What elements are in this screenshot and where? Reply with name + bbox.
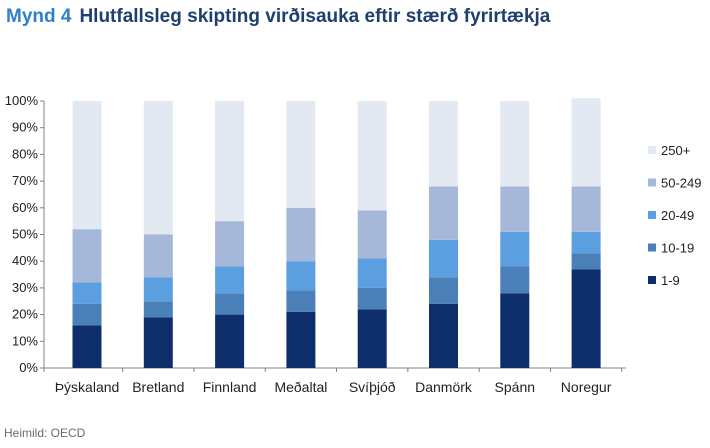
bar-segment-1-9 bbox=[286, 311, 316, 368]
bar-segment-20-49 bbox=[215, 266, 245, 294]
bar-segment-10-19 bbox=[72, 303, 102, 326]
bar-segment-50-249 bbox=[72, 229, 102, 283]
y-tick-label: 30% bbox=[12, 280, 38, 295]
figure-number: Mynd 4 bbox=[6, 6, 72, 27]
y-tick-label: 70% bbox=[12, 173, 38, 188]
legend-label-250+: 250+ bbox=[661, 143, 690, 158]
y-tick-label: 80% bbox=[12, 146, 38, 161]
bar-segment-50-249 bbox=[215, 221, 245, 267]
bar-segment-10-19 bbox=[429, 277, 458, 304]
bar-segment-20-49 bbox=[571, 231, 601, 254]
chart-title: Mynd 4 Hlutfallsleg skipting virðisauka e… bbox=[6, 6, 550, 28]
y-tick-label: 40% bbox=[12, 253, 38, 268]
legend-swatch-50-249 bbox=[648, 178, 656, 187]
x-category-label: Bretland bbox=[132, 379, 184, 395]
bar-segment-20-49 bbox=[429, 239, 458, 278]
source-note: Heimild: OECD bbox=[4, 426, 86, 440]
legend: 250+ 50-249 20-49 10-19 1-9 bbox=[648, 143, 701, 288]
legend-swatch-10-19 bbox=[648, 243, 656, 252]
legend-label-20-49: 20-49 bbox=[661, 208, 694, 223]
bar-segment-1-9 bbox=[143, 317, 173, 368]
bar-segment-10-19 bbox=[500, 266, 530, 294]
bar-segment-1-9 bbox=[429, 303, 458, 368]
bar-segment-250+ bbox=[500, 101, 530, 187]
bar-segment-50-249 bbox=[286, 207, 316, 262]
legend-label-1-9: 1-9 bbox=[661, 273, 680, 288]
bar-segment-1-9 bbox=[571, 269, 601, 368]
title-text: Hlutfallsleg skipting virðisauka eftir s… bbox=[79, 6, 551, 27]
y-tick-label: 60% bbox=[12, 200, 38, 215]
bar-segment-50-249 bbox=[500, 186, 530, 232]
bar-segment-10-19 bbox=[357, 287, 387, 310]
bar-segment-1-9 bbox=[215, 314, 245, 368]
bar-segment-50-249 bbox=[357, 210, 387, 259]
bar-segment-250+ bbox=[143, 101, 173, 235]
legend-swatch-1-9 bbox=[648, 276, 656, 284]
legend-swatch-250+ bbox=[648, 146, 656, 154]
bar-segment-50-249 bbox=[143, 234, 173, 278]
x-category-label: Noregur bbox=[561, 379, 612, 395]
bar-segment-250+ bbox=[286, 101, 316, 208]
bar-segment-20-49 bbox=[357, 258, 387, 288]
x-category-label: Finnland bbox=[203, 379, 257, 395]
y-tick-label: 20% bbox=[12, 307, 38, 322]
bar-segment-250+ bbox=[429, 101, 458, 187]
plot-area: 0% 10% 20% 30% 40% 50% 60% 70% 80% 90% 100% Þýskala… bbox=[5, 93, 626, 395]
legend-label-50-249: 50-249 bbox=[661, 176, 701, 191]
x-category-label: Þýskaland bbox=[55, 379, 120, 395]
y-tick-label: 100% bbox=[5, 93, 39, 108]
bar-segment-20-49 bbox=[143, 277, 173, 302]
bar-segment-10-19 bbox=[571, 253, 601, 270]
bar-segment-250+ bbox=[357, 101, 387, 211]
bar-segment-20-49 bbox=[286, 261, 316, 291]
x-category-label: Svíþjóð bbox=[349, 379, 396, 395]
bar-segment-20-49 bbox=[500, 231, 530, 267]
legend-swatch-20-49 bbox=[648, 211, 656, 219]
bar-segment-10-19 bbox=[215, 293, 245, 315]
bar-segment-10-19 bbox=[286, 290, 316, 312]
x-category-label: Spánn bbox=[495, 379, 535, 395]
bar-segment-250+ bbox=[571, 98, 601, 187]
bar-segment-250+ bbox=[72, 101, 102, 230]
bar-segment-1-9 bbox=[357, 309, 387, 368]
y-tick-label: 50% bbox=[12, 227, 38, 242]
y-tick-label: 10% bbox=[12, 333, 38, 348]
legend-label-10-19: 10-19 bbox=[661, 241, 694, 256]
bar-segment-1-9 bbox=[500, 293, 530, 368]
bar-segment-50-249 bbox=[429, 186, 458, 240]
x-category-label: Meðaltal bbox=[274, 379, 327, 395]
bar-segment-20-49 bbox=[72, 282, 102, 304]
bar-segment-250+ bbox=[215, 101, 245, 222]
y-tick-label: 90% bbox=[12, 120, 38, 135]
bar-segment-50-249 bbox=[571, 186, 601, 232]
bar-segment-1-9 bbox=[72, 325, 102, 368]
x-category-label: Danmörk bbox=[415, 379, 473, 395]
y-tick-label: 0% bbox=[19, 360, 38, 375]
bar-segment-10-19 bbox=[143, 301, 173, 318]
